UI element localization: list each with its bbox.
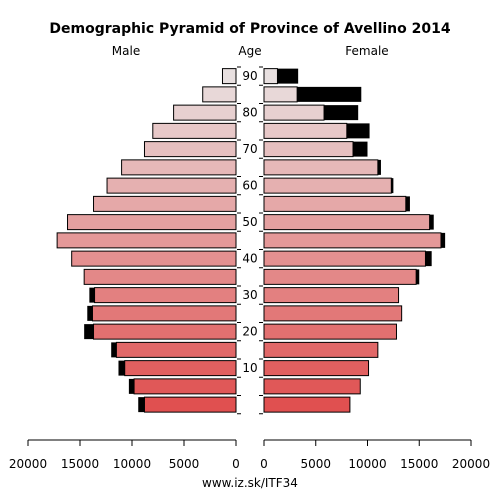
female-excess-bar — [429, 214, 434, 230]
age-tick-label: 80 — [242, 106, 257, 120]
male-excess-bar — [87, 305, 93, 321]
age-tick-label: 90 — [242, 69, 257, 83]
male-bar — [121, 159, 237, 176]
female-excess-bar — [405, 196, 410, 212]
female-bar — [263, 268, 417, 285]
female-bar — [263, 287, 400, 304]
male-excess-bar — [89, 287, 95, 303]
female-bar — [263, 122, 348, 139]
age-tick-label: 60 — [242, 179, 257, 193]
female-bar — [263, 104, 325, 121]
female-excess-bar — [440, 232, 446, 248]
male-bar — [94, 287, 237, 304]
female-x-tick-label: 0 — [260, 457, 268, 471]
female-bar — [263, 177, 392, 194]
male-bar — [133, 378, 237, 395]
male-bar — [91, 305, 237, 322]
female-excess-bar — [277, 68, 299, 84]
female-x-tick-label: 15000 — [400, 457, 438, 471]
male-bar — [143, 396, 237, 413]
age-tick-label: 30 — [242, 288, 257, 302]
age-tick-label: 40 — [242, 252, 257, 266]
axes-group: 10 20 30 40 50 60 70 80 90 20000 15000 10000 5000 0 0 5… — [9, 66, 490, 471]
male-bar — [124, 360, 237, 377]
male-x-tick-label: 10000 — [113, 457, 151, 471]
female-excess-bar — [346, 123, 370, 139]
male-bar — [56, 232, 237, 249]
female-x-tick-label: 20000 — [452, 457, 490, 471]
age-label: Age — [238, 44, 261, 58]
male-bar — [152, 122, 237, 139]
female-bar — [263, 232, 442, 249]
male-bar — [93, 323, 237, 340]
bars-group — [56, 68, 446, 413]
female-bar — [263, 195, 407, 212]
male-excess-bar — [84, 324, 94, 340]
male-bar — [143, 141, 237, 158]
age-tick-label: 70 — [242, 142, 257, 156]
male-bar — [173, 104, 237, 121]
female-bar — [263, 396, 351, 413]
male-excess-bar — [118, 360, 125, 376]
female-bar — [263, 305, 403, 322]
male-x-tick-label: 15000 — [61, 457, 99, 471]
female-excess-bar — [353, 141, 368, 157]
male-bar — [83, 268, 237, 285]
male-bar — [115, 341, 237, 358]
male-x-tick-label: 0 — [232, 457, 240, 471]
male-excess-bar — [111, 342, 117, 358]
female-x-tick-label: 5000 — [300, 457, 331, 471]
female-label: Female — [345, 44, 388, 58]
male-bar — [67, 214, 237, 231]
age-tick-label: 20 — [242, 325, 257, 339]
age-tick-label: 50 — [242, 215, 257, 229]
female-bar — [263, 341, 379, 358]
female-excess-bar — [297, 86, 362, 102]
age-tick-label: 10 — [242, 361, 257, 375]
male-bar — [71, 250, 237, 267]
male-label: Male — [112, 44, 140, 58]
male-bar — [202, 86, 237, 103]
footer-url: www.iz.sk/ITF34 — [202, 476, 298, 490]
male-excess-bar — [128, 378, 135, 394]
female-excess-bar — [425, 251, 432, 267]
male-bar — [93, 195, 237, 212]
female-bar — [263, 360, 370, 377]
female-bar — [263, 250, 426, 267]
female-bar — [263, 86, 298, 103]
female-excess-bar — [416, 269, 420, 285]
chart-title: Demographic Pyramid of Province of Avell… — [49, 21, 450, 37]
male-x-tick-label: 5000 — [169, 457, 200, 471]
female-excess-bar — [324, 105, 359, 121]
male-bar — [221, 68, 237, 85]
female-excess-bar — [391, 178, 394, 194]
female-bar — [263, 378, 361, 395]
female-bar — [263, 159, 379, 176]
male-x-tick-label: 20000 — [9, 457, 47, 471]
male-excess-bar — [138, 397, 145, 413]
female-x-tick-label: 10000 — [348, 457, 386, 471]
female-bar — [263, 141, 354, 158]
female-excess-bar — [377, 159, 381, 175]
female-bar — [263, 323, 397, 340]
male-bar — [106, 177, 237, 194]
female-bar — [263, 68, 278, 85]
female-bar — [263, 214, 431, 231]
